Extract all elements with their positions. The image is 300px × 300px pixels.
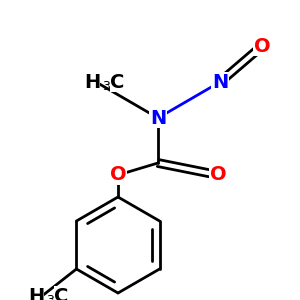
Text: C: C [54, 286, 68, 300]
Text: O: O [210, 166, 226, 184]
Text: C: C [110, 73, 124, 92]
Text: H: H [28, 286, 44, 300]
Text: N: N [212, 73, 228, 92]
Text: O: O [254, 37, 270, 56]
Text: 3: 3 [46, 295, 54, 300]
Text: N: N [150, 109, 166, 128]
Text: H: H [84, 73, 100, 92]
Text: 3: 3 [102, 80, 110, 94]
Text: O: O [110, 166, 126, 184]
